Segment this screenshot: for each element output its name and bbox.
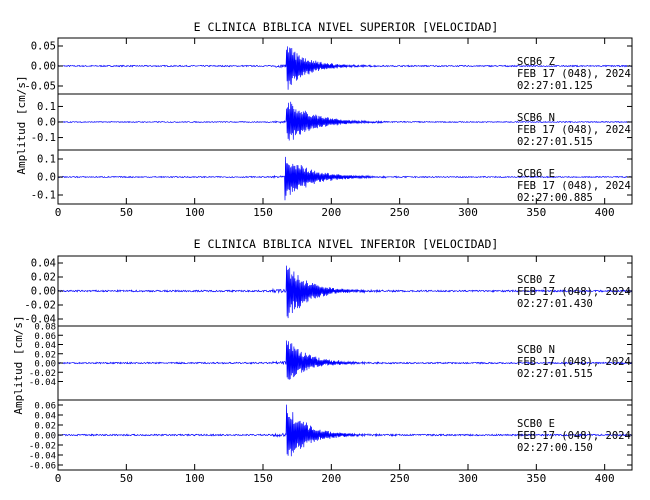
waveform-trace [57, 101, 633, 141]
y-tick-label: -0.04 [24, 314, 56, 326]
top-chart-title: E CLINICA BIBLICA NIVEL SUPERIOR [VELOCI… [194, 20, 499, 34]
waveform-trace [57, 46, 633, 90]
x-tick-label: 150 [253, 472, 273, 485]
x-tick-label: 300 [458, 472, 478, 485]
y-tick-label: 0.02 [34, 422, 56, 432]
y-tick-label: -0.02 [29, 442, 56, 452]
station-component-label: SCB6 N [517, 112, 555, 124]
x-tick-label: 50 [120, 206, 133, 219]
y-tick-label: 0.02 [34, 350, 56, 360]
date-label: FEB 17 (048), 2024 [517, 356, 631, 368]
top-chart-ylabel: Amplitud [cm/s] [15, 75, 28, 174]
time-label: 02:27:01.430 [517, 298, 593, 310]
x-tick-label: 100 [185, 206, 205, 219]
y-tick-label: 0.00 [31, 286, 56, 298]
y-tick-label: 0.02 [31, 272, 56, 284]
y-tick-label: 0.1 [37, 101, 56, 113]
x-tick-label: 0 [55, 206, 62, 219]
x-tick-label: 200 [321, 206, 341, 219]
y-tick-label: -0.1 [31, 190, 56, 202]
y-tick-label: -0.04 [29, 378, 56, 388]
y-tick-label: 0.00 [31, 61, 56, 73]
bottom-chart-title: E CLINICA BIBLICA NIVEL INFERIOR [VELOCI… [194, 237, 499, 251]
station-component-label: SCB6 E [517, 168, 555, 180]
bottom-chart-ylabel: Amplitud [cm/s] [12, 315, 25, 414]
x-tick-label: 100 [185, 472, 205, 485]
waveform-trace [57, 265, 633, 319]
y-tick-label: 0.06 [34, 402, 56, 412]
y-tick-label: 0.00 [34, 360, 56, 370]
y-tick-label: -0.05 [24, 81, 56, 93]
station-component-label: SCB0 Z [517, 274, 555, 286]
station-component-label: SCB6 Z [517, 56, 555, 68]
x-tick-label: 350 [526, 206, 546, 219]
station-component-label: SCB0 N [517, 344, 555, 356]
y-tick-label: 0.04 [31, 258, 56, 270]
y-tick-label: 0.1 [37, 154, 56, 166]
y-tick-label: -0.04 [29, 452, 56, 462]
trace-panel-scb0-n: 0.080.060.040.020.00-0.02-0.04 SCB0 NFEB … [29, 323, 633, 401]
y-tick-label: 0.05 [31, 41, 56, 53]
waveform-trace [57, 156, 633, 201]
y-tick-label: -0.1 [31, 132, 56, 144]
date-label: FEB 17 (048), 2024 [517, 180, 631, 192]
x-tick-label: 400 [595, 206, 615, 219]
date-label: FEB 17 (048), 2024 [517, 430, 631, 442]
x-tick-label: 200 [321, 472, 341, 485]
y-tick-label: 0.04 [34, 412, 56, 422]
date-label: FEB 17 (048), 2024 [517, 124, 631, 136]
y-tick-label: -0.02 [24, 300, 56, 312]
x-tick-label: 150 [253, 206, 273, 219]
time-label: 02:27:00.150 [517, 442, 593, 454]
x-tick-label: 250 [390, 206, 410, 219]
x-tick-label: 250 [390, 472, 410, 485]
date-label: FEB 17 (048), 2024 [517, 286, 631, 298]
time-label: 02:27:01.125 [517, 80, 593, 92]
date-label: FEB 17 (048), 2024 [517, 68, 631, 80]
y-tick-label: 0.04 [34, 341, 56, 351]
y-tick-label: 0.00 [34, 432, 56, 442]
station-component-label: SCB0 E [517, 418, 555, 430]
x-tick-label: 400 [595, 472, 615, 485]
y-tick-label: -0.02 [29, 369, 56, 379]
waveform-trace [57, 340, 633, 380]
time-label: 02:27:01.515 [517, 136, 593, 148]
time-label: 02:27:00.885 [517, 192, 593, 204]
y-tick-label: 0.06 [34, 332, 56, 342]
y-tick-label: 0.0 [37, 172, 56, 184]
y-tick-label: -0.06 [29, 462, 56, 472]
trace-panel-scb0-e: 0.060.040.020.00-0.02-0.04-0.06 SCB0 EFEB… [29, 399, 633, 472]
x-tick-label: 350 [526, 472, 546, 485]
time-label: 02:27:01.515 [517, 368, 593, 380]
x-tick-label: 0 [55, 472, 62, 485]
y-tick-label: 0.08 [34, 323, 56, 333]
waveform-trace [57, 404, 633, 457]
x-tick-label: 50 [120, 472, 133, 485]
y-tick-label: 0.0 [37, 117, 56, 129]
x-tick-label: 300 [458, 206, 478, 219]
